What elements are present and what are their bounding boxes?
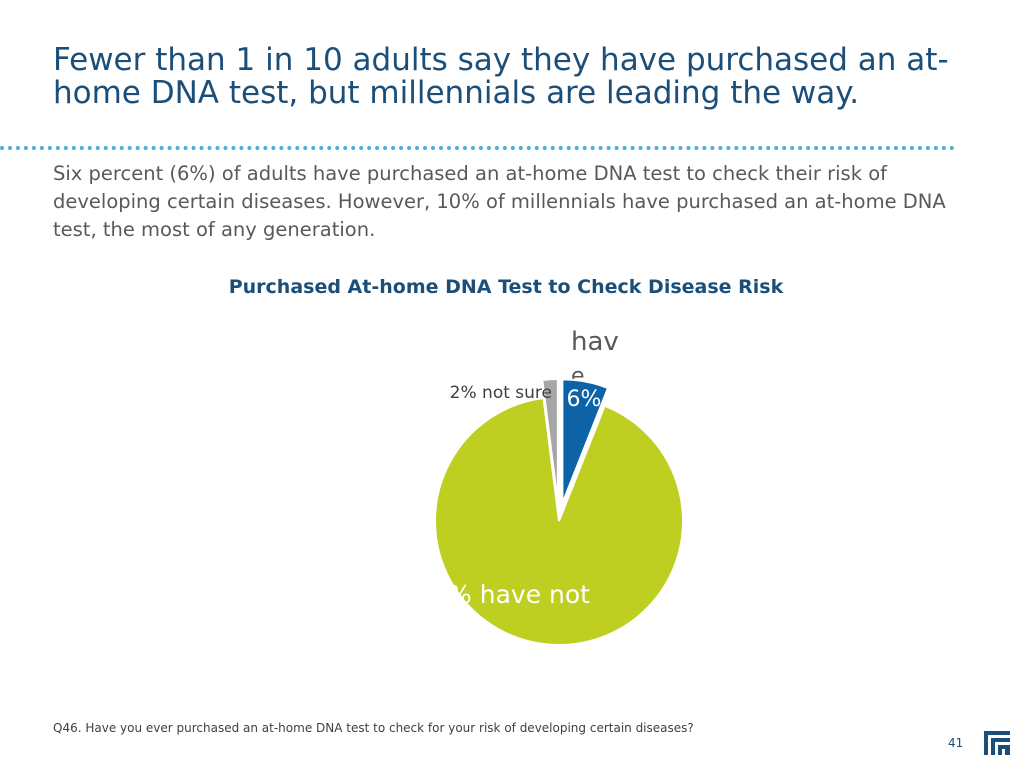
pie-label-2: % have not — [448, 580, 590, 609]
pie-slice-2 — [434, 396, 684, 646]
chart-title: Purchased At-home DNA Test to Check Dise… — [228, 276, 784, 298]
pie-label-3: 2% not sure — [450, 383, 552, 403]
slide-subtitle: Six percent (6%) of adults have purchase… — [53, 162, 946, 241]
pie-label-1: 6% — [567, 387, 602, 412]
pie-slice-1 — [561, 378, 610, 504]
pie-slice-3 — [541, 378, 559, 504]
question-footnote: Q46. Have you ever purchased an at-home … — [53, 721, 694, 735]
overflow-label-fragment-1: hav — [571, 327, 619, 357]
title-divider — [0, 146, 955, 150]
slide-title: Fewer than 1 in 10 adults say they have … — [53, 42, 949, 111]
company-logo-icon — [984, 731, 1010, 755]
page-number: 41 — [948, 736, 964, 750]
